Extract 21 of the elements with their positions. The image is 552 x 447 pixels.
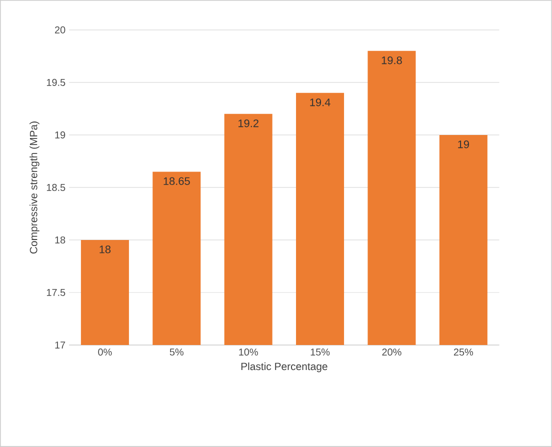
x-axis-title: Plastic Percentage [241,362,328,372]
x-tick-label: 0% [98,348,112,356]
y-tick-label: 19 [55,131,66,138]
data-label: 19 [458,140,469,148]
y-tick-label: 18 [55,236,66,244]
x-tick-label: 25% [454,348,474,356]
data-label: 18 [100,246,111,254]
y-tick-label: 17.5 [46,289,66,296]
x-tick-label: 10% [239,348,258,356]
y-tick-label: 20 [54,26,66,34]
x-tick-label: 5% [170,348,184,356]
data-label: 19.8 [382,56,402,64]
y-tick-label: 19.5 [46,78,66,86]
y-tick-label: 17 [55,342,66,348]
x-tick-label: 20% [382,348,402,356]
data-label: 19.4 [310,98,330,106]
data-label: 19.2 [238,119,258,128]
x-tick-label: 15% [310,348,330,356]
y-tick-label: 18.5 [46,184,66,191]
data-label: 18.65 [164,177,190,186]
y-axis-title: Compressive strength (MPa) [30,122,40,254]
